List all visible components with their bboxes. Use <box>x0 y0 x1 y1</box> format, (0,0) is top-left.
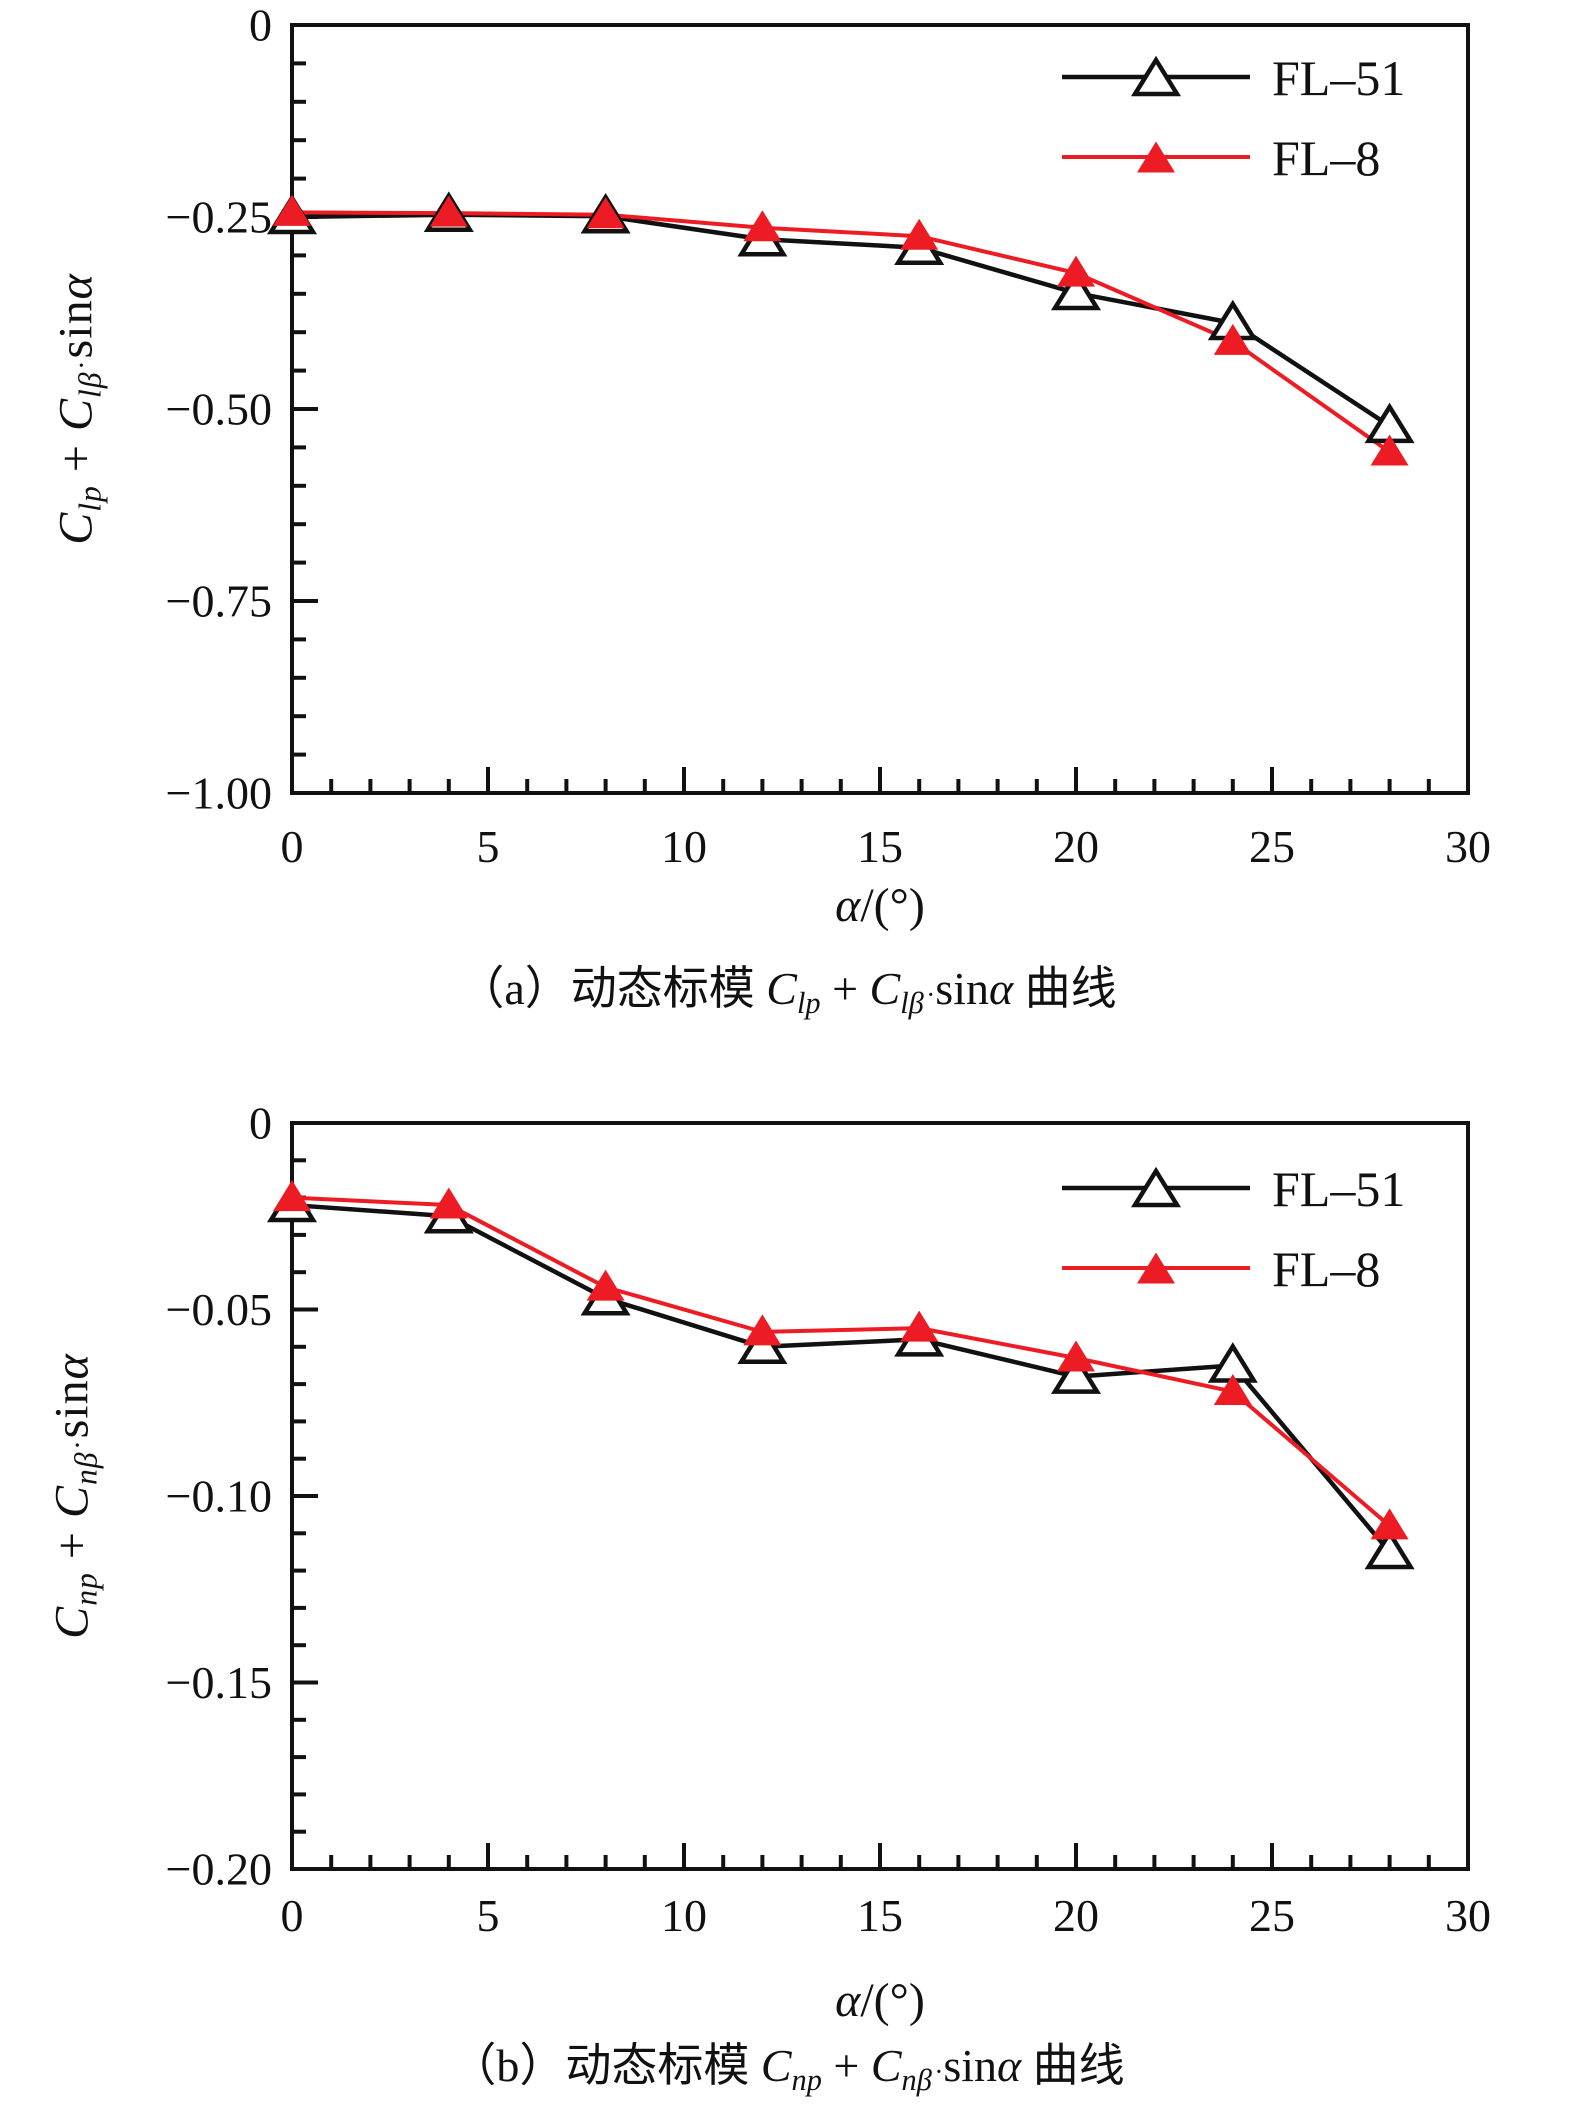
marker-filled-triangle-FL–8 <box>1213 323 1252 355</box>
marker-filled-triangle-FL–8 <box>900 218 939 250</box>
y-tick-label: 0 <box>249 1098 272 1149</box>
series-line-FL–51 <box>291 1202 1392 1554</box>
x-tick-label: 5 <box>477 821 500 872</box>
series-line-FL–8 <box>291 1195 1391 1528</box>
x-tick-label: 10 <box>661 1890 707 1941</box>
series-markers <box>266 191 1415 466</box>
legend-marker-FL–51 <box>1130 55 1182 97</box>
chart-a-plot: 0 5 10 15 20 25 300−0.25−0.50−0.75−1.00FL–51FL… <box>166 0 1491 872</box>
marker-filled-triangle-FL–8 <box>1057 1340 1095 1372</box>
marker-open-triangle-FL–51 <box>1364 1528 1415 1570</box>
legend-marker-FL–8 <box>1137 141 1175 173</box>
x-tick-label: 15 <box>857 1890 903 1941</box>
x-tick-label: 30 <box>1445 821 1491 872</box>
series-markers <box>266 1180 1415 1570</box>
y-tick-label: −1.00 <box>166 768 272 819</box>
legend-marker-FL–51 <box>1130 1166 1182 1208</box>
chart-b-caption: （b）动态标模 Cnp + Cnβ̇ sinα 曲线 <box>450 2040 1125 2097</box>
legend: FL–51 FL–8 <box>1062 1161 1405 1297</box>
x-tick-label: 0 <box>281 821 304 872</box>
chart-b-plot: 0 5 10 15 20 25 300−0.05−0.10−0.15−0.20FL–51FL… <box>166 1098 1491 1941</box>
x-tick-label: 25 <box>1249 821 1295 872</box>
x-tick-label: 30 <box>1445 1890 1491 1941</box>
marker-filled-triangle-FL–8 <box>1213 1374 1252 1406</box>
legend: FL–51 FL–8 <box>1062 50 1405 186</box>
x-tick-label: 10 <box>661 821 707 872</box>
marker-filled-triangle-FL–8 <box>586 1269 625 1301</box>
legend-marker-FL–8 <box>1137 1252 1175 1284</box>
marker-filled-triangle-FL–8 <box>1057 255 1095 287</box>
marker-filled-triangle-FL–8 <box>1370 434 1409 466</box>
marker-filled-triangle-FL–8 <box>743 210 782 242</box>
y-tick-label: −0.25 <box>166 192 272 243</box>
y-tick-label: −0.75 <box>166 576 272 627</box>
chart-b: 0 5 10 15 20 25 30 0 −0.05 −0.10 −0.15 −0.20 FL–51 FL… <box>0 1085 1575 2107</box>
marker-filled-triangle-FL–8 <box>273 1180 311 1212</box>
legend-label-FL–8: FL–8 <box>1272 130 1380 186</box>
marker-filled-triangle-FL–8 <box>743 1314 782 1346</box>
marker-open-triangle-FL–51 <box>1050 269 1102 311</box>
marker-filled-triangle-FL–8 <box>1370 1508 1409 1540</box>
legend-label-FL–8: FL–8 <box>1272 1241 1380 1297</box>
x-tick-label: 25 <box>1249 1890 1295 1941</box>
chart-a-caption: （a）动态标模 Clp + Clβ̇ sinα 曲线 <box>458 963 1117 1020</box>
chart-a-y-axis-label: Clp + Clβ̇ sinα <box>49 273 108 545</box>
chart-b-y-axis-label: Cnp + Cnβ̇ sinα <box>45 1353 104 1639</box>
chart-a: 0 5 10 15 20 25 30 0 −0.25 −0.50 −0.75 −1.00 FL–51 FL… <box>49 0 1492 1020</box>
x-tick-label: 20 <box>1053 821 1099 872</box>
x-tick-label: 20 <box>1053 1890 1099 1941</box>
series-lines <box>291 1195 1392 1554</box>
legend-label-FL–51: FL–51 <box>1272 50 1405 106</box>
y-tick-label: −0.10 <box>166 1471 272 1522</box>
y-tick-label: −0.50 <box>166 384 272 435</box>
series-lines <box>291 210 1391 454</box>
chart-a-x-axis-label: α/(°) <box>835 879 925 932</box>
marker-filled-triangle-FL–8 <box>900 1310 939 1342</box>
y-tick-label: 0 <box>249 0 272 51</box>
y-tick-label: −0.20 <box>166 1844 272 1895</box>
marker-open-triangle-FL–51 <box>1050 1353 1102 1394</box>
chart-b-x-axis-label: α/(°) <box>835 1974 925 2027</box>
y-tick-label: −0.15 <box>166 1657 272 1708</box>
marker-filled-triangle-FL–8 <box>273 194 311 226</box>
marker-filled-triangle-FL–8 <box>429 195 468 227</box>
x-tick-label: 15 <box>857 821 903 872</box>
series-line-FL–8 <box>291 210 1391 454</box>
y-tick-label: −0.05 <box>166 1284 272 1335</box>
plot-frame <box>290 1121 1470 1871</box>
marker-filled-triangle-FL–8 <box>429 1187 468 1219</box>
axes: 0 5 10 15 20 25 30 0 −0.05 −0.10 −0.15 −0.20 <box>166 1098 1491 1941</box>
legend-label-FL–51: FL–51 <box>1272 1161 1405 1217</box>
axes: 0 5 10 15 20 25 30 0 −0.25 −0.50 −0.75 −1.00 <box>166 0 1491 872</box>
x-tick-label: 5 <box>477 1890 500 1941</box>
marker-filled-triangle-FL–8 <box>586 197 625 229</box>
x-tick-label: 0 <box>281 1890 304 1941</box>
